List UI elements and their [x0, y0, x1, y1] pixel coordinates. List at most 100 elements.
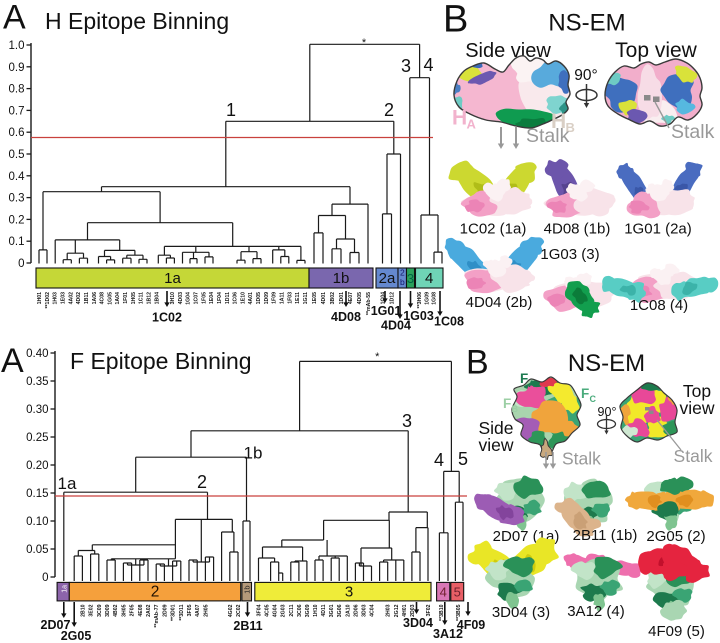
svg-text:4D02: 4D02	[76, 292, 82, 305]
svg-text:1A06: 1A06	[92, 292, 98, 305]
svg-text:4H01: 4H01	[402, 604, 408, 617]
svg-text:1B11: 1B11	[84, 292, 90, 304]
svg-text:1C08 (4): 1C08 (4)	[630, 297, 688, 314]
svg-text:1E03: 1E03	[60, 292, 66, 304]
svg-text:1F05: 1F05	[201, 292, 207, 304]
svg-text:4B02: 4B02	[113, 604, 119, 617]
svg-text:2H03: 2H03	[386, 604, 392, 617]
svg-text:**3H06: **3H06	[417, 292, 423, 309]
svg-text:3A12: 3A12	[433, 627, 463, 641]
svg-text:3: 3	[345, 584, 353, 601]
svg-text:1G08: 1G08	[432, 292, 438, 305]
svg-text:A: A	[467, 117, 477, 132]
svg-text:1C07: 1C07	[193, 292, 199, 305]
svg-text:2A02: 2A02	[146, 604, 152, 617]
svg-text:1D01: 1D01	[339, 292, 345, 305]
svg-text:2F05: 2F05	[130, 604, 136, 616]
svg-text:2: 2	[197, 472, 207, 492]
svg-text:2D06: 2D06	[353, 604, 359, 617]
svg-text:4F09 (5): 4F09 (5)	[648, 623, 705, 640]
svg-text:1C11: 1C11	[139, 292, 145, 304]
svg-text:4: 4	[440, 585, 447, 600]
svg-text:1A04: 1A04	[115, 292, 121, 305]
svg-text:1H05: 1H05	[131, 292, 137, 305]
svg-text:1D09: 1D09	[264, 292, 270, 305]
svg-text:0.10: 0.10	[26, 516, 48, 528]
svg-text:B: B	[466, 344, 489, 382]
svg-text:0.4: 0.4	[9, 171, 26, 183]
svg-text:90°: 90°	[598, 405, 617, 419]
svg-text:Stalk: Stalk	[674, 446, 713, 466]
svg-text:3C09: 3C09	[97, 604, 103, 617]
svg-text:H: H	[551, 110, 566, 133]
svg-text:2C11: 2C11	[289, 604, 295, 616]
svg-text:3C06: 3C06	[297, 604, 303, 617]
svg-text:Stalk: Stalk	[671, 121, 715, 143]
svg-text:Stalk: Stalk	[562, 449, 601, 469]
svg-text:2G05: 2G05	[61, 629, 92, 643]
svg-text:3F05: 3F05	[187, 604, 193, 616]
svg-text:2B10: 2B10	[80, 604, 86, 617]
svg-text:4: 4	[425, 270, 433, 287]
svg-text:1b: 1b	[333, 270, 350, 287]
svg-text:1E10: 1E10	[240, 292, 246, 304]
svg-text:3E02: 3E02	[89, 604, 95, 616]
svg-text:1a: 1a	[58, 474, 77, 493]
svg-text:1G09: 1G09	[425, 292, 431, 305]
svg-text:0.20: 0.20	[26, 460, 48, 472]
svg-text:F: F	[520, 371, 528, 386]
svg-text:H: H	[452, 107, 467, 130]
svg-text:2B11 (1b): 2B11 (1b)	[573, 527, 638, 544]
svg-text:2: 2	[400, 268, 405, 278]
svg-text:B: B	[443, 0, 468, 41]
svg-text:1a: 1a	[62, 585, 69, 593]
svg-text:1C06: 1C06	[233, 292, 239, 305]
svg-text:B: B	[512, 404, 519, 414]
svg-text:1D05: 1D05	[256, 292, 262, 305]
svg-text:3F04: 3F04	[257, 604, 263, 616]
svg-text:0.30: 0.30	[26, 404, 48, 416]
svg-text:2G12: 2G12	[394, 604, 400, 617]
svg-text:2H05: 2H05	[203, 604, 209, 617]
svg-text:2D07: 2D07	[41, 618, 71, 632]
svg-text:**3B05: **3B05	[456, 604, 462, 621]
svg-text:4D03: 4D03	[178, 292, 184, 305]
svg-text:0.8: 0.8	[9, 84, 25, 96]
svg-text:4D04: 4D04	[381, 319, 411, 333]
svg-text:1G01 (2a): 1G01 (2a)	[624, 221, 692, 238]
svg-text:1H01: 1H01	[37, 292, 43, 305]
svg-text:2D03: 2D03	[410, 604, 416, 617]
svg-text:4G02: 4G02	[228, 604, 234, 617]
svg-text:2G05 (2): 2G05 (2)	[646, 528, 705, 545]
svg-text:F Epitope Binning: F Epitope Binning	[70, 348, 252, 374]
svg-text:F: F	[581, 386, 589, 401]
svg-text:A: A	[3, 0, 26, 37]
svg-text:1D12: 1D12	[390, 292, 396, 305]
svg-text:4A07: 4A07	[195, 604, 201, 617]
svg-text:4F09: 4F09	[457, 618, 486, 632]
svg-text:3H05: 3H05	[121, 604, 127, 617]
svg-text:4C04: 4C04	[370, 604, 376, 617]
svg-text:4A02: 4A02	[68, 292, 74, 305]
svg-text:4A01: 4A01	[248, 292, 254, 305]
svg-text:1G11: 1G11	[303, 292, 309, 305]
svg-text:4D05: 4D05	[357, 292, 363, 305]
svg-text:C: C	[590, 394, 597, 404]
svg-text:3F02: 3F02	[426, 604, 432, 616]
svg-text:1C08: 1C08	[434, 315, 464, 329]
svg-text:1F04: 1F04	[217, 292, 223, 304]
svg-text:4: 4	[434, 450, 444, 470]
svg-text:H Epitope Binning: H Epitope Binning	[45, 8, 229, 34]
svg-text:Side view: Side view	[465, 40, 551, 62]
svg-text:3B02: 3B02	[330, 292, 336, 305]
svg-text:1D11: 1D11	[225, 292, 231, 304]
svg-text:0.5: 0.5	[9, 149, 25, 161]
svg-text:**3D01: **3D01	[171, 604, 177, 621]
svg-text:3D09: 3D09	[105, 604, 111, 617]
svg-text:1C02 (1a): 1C02 (1a)	[460, 221, 527, 238]
svg-text:1E05: 1E05	[312, 292, 318, 304]
svg-text:3G09: 3G09	[305, 604, 311, 617]
svg-text:1.0: 1.0	[9, 40, 25, 52]
svg-text:4D08: 4D08	[331, 310, 361, 324]
svg-text:2a: 2a	[379, 270, 396, 287]
